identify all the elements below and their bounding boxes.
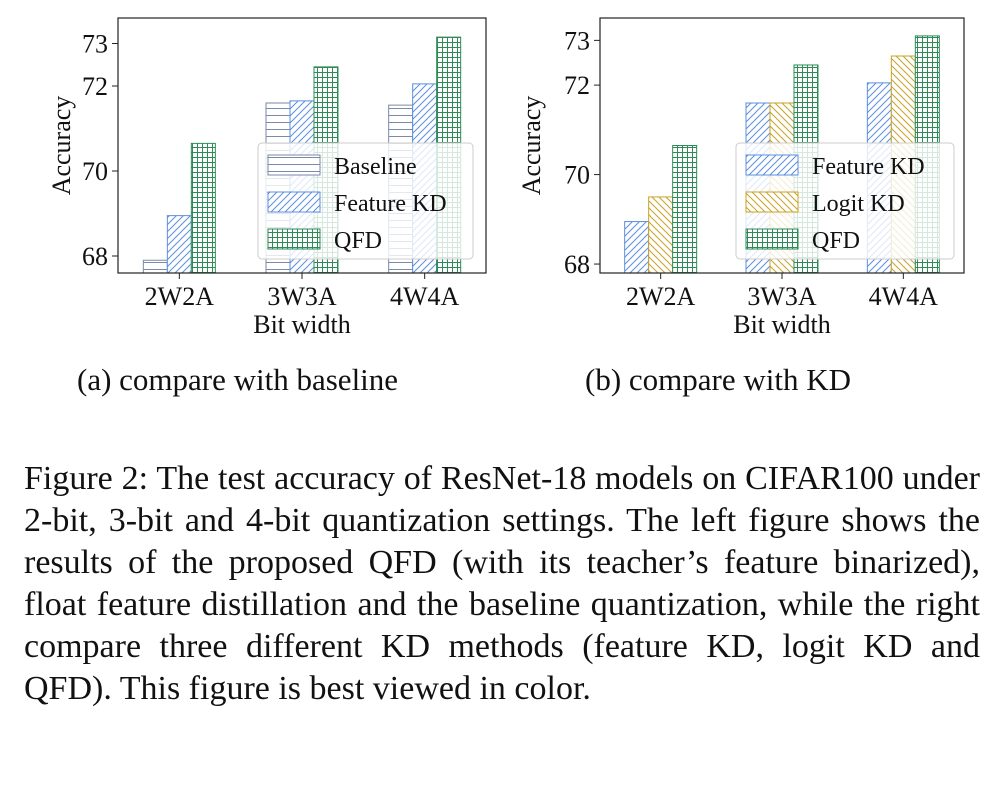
bar-qfd-2w2a xyxy=(672,145,698,274)
y-tick-label: 73 xyxy=(564,26,590,55)
y-tick-label: 72 xyxy=(564,71,590,100)
legend: Feature KD Logit KD QFD xyxy=(735,142,955,260)
legend-label: Feature KD xyxy=(812,154,925,180)
x-axis-label: Bit width xyxy=(253,310,351,339)
subcaption-a: (a) compare with baseline xyxy=(77,362,399,397)
legend-label: Baseline xyxy=(334,154,417,180)
x-tick-label: 2W2A xyxy=(145,282,215,311)
subcaption-b: (b) compare with KD xyxy=(585,362,851,397)
bar-qfd-2w2a xyxy=(190,142,216,274)
y-axis-label: Accuracy xyxy=(517,96,546,196)
legend-label: Logit KD xyxy=(812,191,905,217)
x-tick-label: 3W3A xyxy=(747,282,817,311)
y-tick-label: 70 xyxy=(82,157,108,186)
figure-caption: Figure 2: The test accuracy of ResNet-18… xyxy=(24,460,980,707)
x-axis-label: Bit width xyxy=(733,310,831,339)
y-tick-label: 68 xyxy=(82,242,108,271)
legend: Baseline Feature KD QFD xyxy=(257,142,474,260)
x-tick-label: 4W4A xyxy=(869,282,939,311)
bar-logit-kd-2w2a xyxy=(648,196,674,274)
y-tick-label: 72 xyxy=(82,72,108,101)
y-axis-label: Accuracy xyxy=(47,96,76,196)
figure-panels: 68 70 72 73 2W2A 3W3A 4W4A Bit width Accuracy Bas… xyxy=(47,17,965,397)
legend-label: Feature KD xyxy=(334,191,447,217)
x-tick-label: 3W3A xyxy=(267,282,337,311)
legend-label: QFD xyxy=(334,228,382,254)
chart-panel-a: 68 70 72 73 2W2A 3W3A 4W4A Bit width Accuracy Bas… xyxy=(47,17,487,339)
legend-swatch xyxy=(745,191,799,213)
bar-feature-kd-2w2a xyxy=(166,215,192,274)
x-tick-label: 4W4A xyxy=(390,282,460,311)
legend-swatch xyxy=(267,154,321,176)
bar-feature-kd-2w2a xyxy=(624,221,650,274)
bar-baseline-2w2a xyxy=(142,259,168,274)
y-tick-label: 68 xyxy=(564,250,590,279)
legend-swatch xyxy=(745,228,799,250)
legend-swatch xyxy=(267,191,321,213)
y-tick-label: 70 xyxy=(564,161,590,190)
chart-panel-b: 68 70 72 73 2W2A 3W3A 4W4A Bit width Accuracy Fea… xyxy=(517,17,965,339)
legend-label: QFD xyxy=(812,228,860,254)
x-tick-label: 2W2A xyxy=(626,282,696,311)
y-tick-label: 73 xyxy=(82,30,108,59)
legend-swatch xyxy=(267,228,321,250)
legend-swatch xyxy=(745,154,799,176)
